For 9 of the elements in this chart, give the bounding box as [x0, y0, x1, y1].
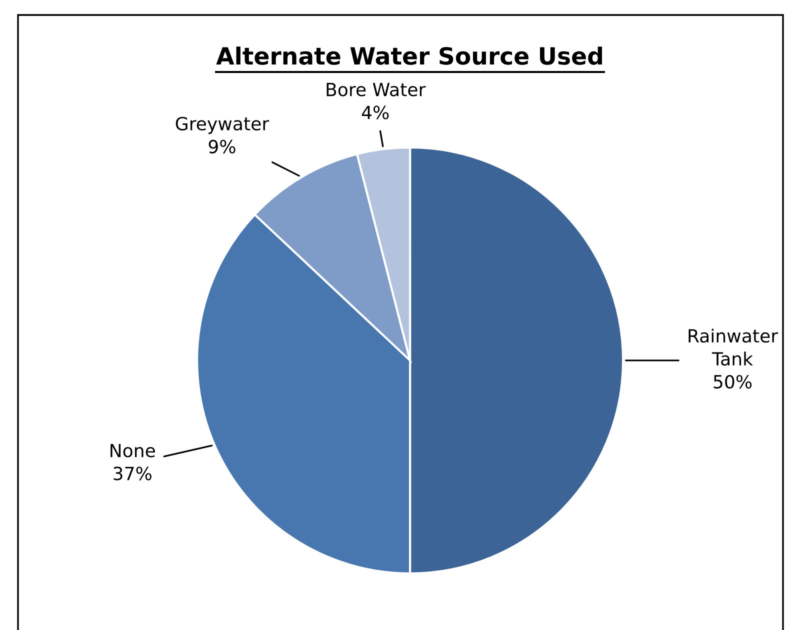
data-label: 4% — [362, 106, 389, 120]
slice-label: Rainwater Tank — [688, 328, 778, 366]
chart-title: Alternate Water Source Used — [216, 46, 602, 65]
slice-label: Bore Water — [326, 82, 426, 96]
slice-label: Greywater — [176, 116, 270, 134]
data-label: 50% — [714, 374, 752, 389]
data-label: 9% — [208, 140, 236, 154]
slice-label: None — [110, 444, 155, 458]
data-label: 37% — [114, 466, 152, 480]
